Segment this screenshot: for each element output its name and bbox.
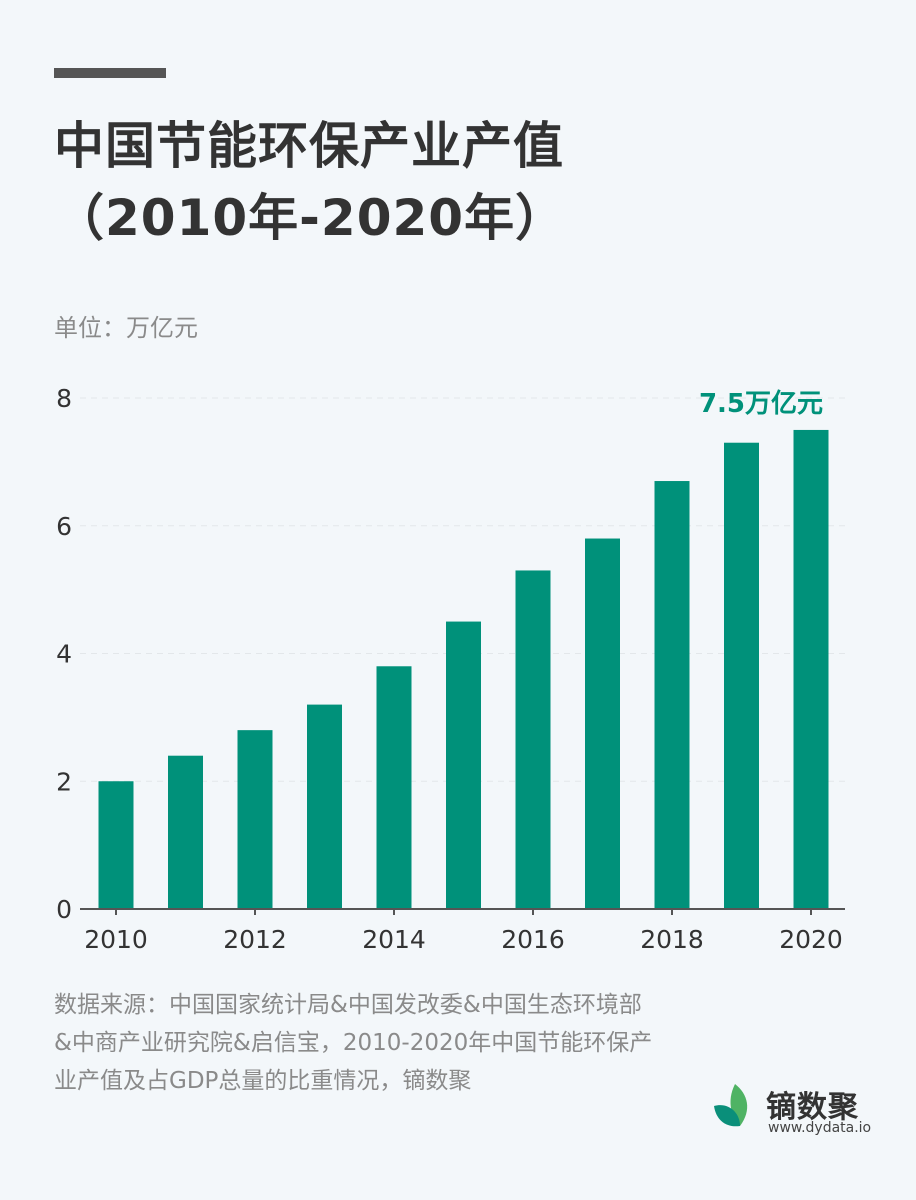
bar-2014 [376,666,412,909]
leaf-logo-icon [714,1084,748,1127]
bar-2019 [724,442,759,909]
y-tick-label: 4 [56,640,72,669]
bar-2011 [168,755,203,909]
bar-2015 [446,621,481,909]
x-tick-label: 2014 [362,925,426,954]
bar-2018 [654,481,690,909]
title-line-1: 中国节能环保产业产值 [54,117,564,175]
bar-2020 [793,429,829,909]
bar-2016 [515,570,551,909]
title-line-2: （2010年-2020年） [54,189,567,247]
bar-2012 [237,730,273,909]
y-tick-label: 8 [56,384,72,413]
x-tick-label: 2020 [779,925,843,954]
brand-name: 镝数聚 [766,1090,859,1125]
x-tick-label: 2018 [640,925,704,954]
brand-url: www.dydata.io [768,1120,872,1136]
x-tick-label: 2012 [223,925,287,954]
bar-2017 [585,538,620,909]
x-tick-label: 2016 [501,925,565,954]
y-tick-label: 0 [56,895,72,924]
bar-2013 [307,704,342,909]
annotation-label: 7.5万亿元 [699,389,823,419]
title-accent-bar [54,68,166,78]
bar-2010 [98,781,134,909]
chart-title: 中国节能环保产业产值 （2010年-2020年） [54,110,566,254]
y-tick-label: 6 [56,512,72,541]
y-tick-label: 2 [56,767,72,796]
data-source-note: 数据来源：中国国家统计局&中国发改委&中国生态环境部&中商产业研究院&启信宝，2… [54,992,653,1094]
unit-label: 单位：万亿元 [54,314,198,342]
bar-chart: 0 2 4 6 8 2010 2012 2014 2016 2018 2020 7.5万亿元 [56,384,845,954]
x-tick-label: 2010 [84,925,148,954]
brand-block: 镝数聚 www.dydata.io [710,1080,890,1140]
